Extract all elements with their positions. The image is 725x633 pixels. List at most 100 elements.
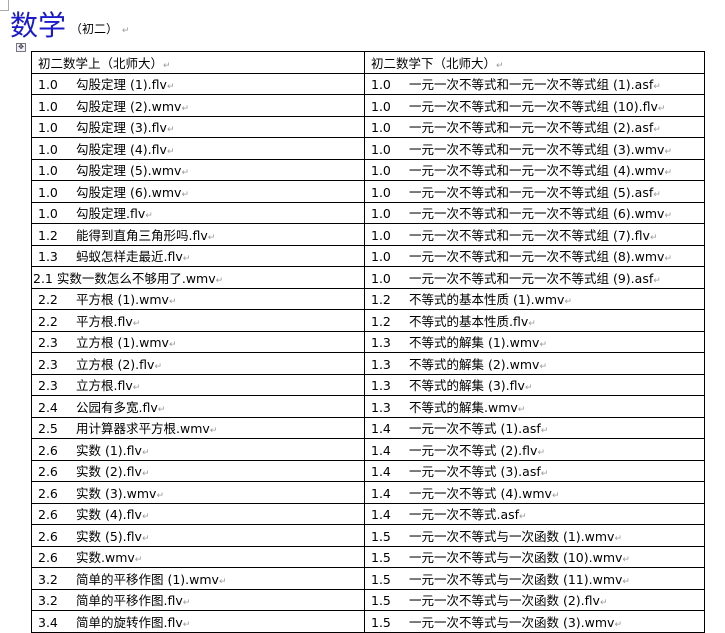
section-number: 1.0	[371, 249, 391, 265]
paragraph-mark: ↵	[614, 619, 622, 630]
table-row: 1.0 勾股定理 (4).flv↵ 1.0 一元一次不等式和一元一次不等式组 (3).…	[31, 137, 705, 160]
paragraph-mark: ↵	[664, 254, 672, 265]
cell-left: 1.0 勾股定理 (4).flv↵	[31, 137, 365, 160]
section-number: 1.0	[371, 206, 391, 222]
file-name: 一元一次不等式 (4).wmv	[409, 485, 552, 501]
section-number: 1.5	[371, 550, 391, 566]
file-name: 立方根.flv	[76, 378, 133, 394]
table-row: 1.0 勾股定理 (5).wmv↵ 1.0 一元一次不等式和一元一次不等式组 (4).…	[31, 158, 705, 181]
header-cell-left: 初二数学上（北师大）↵	[31, 51, 365, 74]
table-row: 2.2 平方根.flv↵ 1.2 不等式的基本性质.flv↵	[31, 309, 705, 332]
file-name: 一元一次不等式与一次函数 (3).wmv	[409, 614, 615, 630]
section-number: 2.3	[38, 378, 58, 394]
file-name: 一元一次不等式与一次函数 (11).wmv	[409, 571, 623, 587]
file-name: 不等式的解集 (3).flv	[409, 378, 525, 394]
page-heading: 数学 （初二） ↵	[10, 10, 129, 42]
table-row: 2.3 立方根 (2).flv↵ 1.3 不等式的解集 (2).wmv↵	[31, 352, 705, 375]
paragraph-mark: ↵	[524, 383, 533, 394]
section-number: 2.6	[38, 550, 58, 566]
section-number: 3.4	[38, 614, 58, 630]
cell-right: 1.3 不等式的解集 (2).wmv↵	[364, 352, 705, 375]
cell-left: 2.6 实数 (1).flv↵	[31, 438, 365, 461]
cell-left: 2.1 实数一数怎么不够用了.wmv↵	[31, 266, 365, 289]
cell-right: 1.0 一元一次不等式和一元一次不等式组 (5).asf↵	[364, 180, 705, 203]
section-number: 1.0	[371, 98, 391, 114]
file-name: 一元一次不等式和一元一次不等式组 (8).wmv	[409, 249, 665, 265]
paragraph-mark: ↵	[134, 555, 143, 566]
section-number: 3.2	[38, 571, 58, 587]
section-number: 1.5	[371, 571, 391, 587]
file-name: 一元一次不等式和一元一次不等式组 (1).asf	[409, 77, 654, 93]
file-name: 一元一次不等式 (2).flv	[409, 442, 538, 458]
section-number: 1.5	[371, 528, 391, 544]
section-number: 1.0	[38, 184, 58, 200]
file-name: 公园有多宽.flv	[76, 399, 158, 415]
cell-left: 1.3 蚂蚁怎样走最近.flv↵	[31, 244, 365, 267]
section-number: 1.4	[371, 507, 391, 523]
file-name: 一元一次不等式与一次函数 (10).wmv	[409, 550, 623, 566]
table-row: 2.6 实数 (3).wmv↵ 1.4 一元一次不等式 (4).wmv↵	[31, 481, 705, 504]
paragraph-mark: ↵	[166, 146, 175, 157]
page-subtitle: （初二） ↵	[70, 20, 129, 40]
paragraph-mark: ↵	[653, 189, 661, 200]
paragraph-mark: ↵	[121, 26, 130, 36]
file-name: 能得到直角三角形吗.flv	[76, 227, 208, 243]
table-row: 1.2 能得到直角三角形吗.flv↵ 1.0 一元一次不等式和一元一次不等式组 (7)…	[31, 223, 705, 246]
section-number: 2.6	[38, 442, 58, 458]
table-row: 3.4 简单的旋转作图.flv↵ 1.5 一元一次不等式与一次函数 (3).wmv↵	[31, 610, 705, 633]
paragraph-mark: ↵	[653, 275, 661, 286]
cell-right: 1.0 一元一次不等式和一元一次不等式组 (9).asf↵	[364, 266, 705, 289]
cell-left: 2.2 平方根 (1).wmv↵	[31, 287, 365, 310]
file-name: 一元一次不等式和一元一次不等式组 (5).asf	[409, 184, 654, 200]
file-name: 不等式的解集 (2).wmv	[409, 356, 540, 372]
table-row: 2.6 实数 (1).flv↵ 1.4 一元一次不等式 (2).flv↵	[31, 438, 705, 461]
file-name: 一元一次不等式和一元一次不等式组 (10).flv	[409, 98, 658, 114]
paragraph-mark: ↵	[156, 490, 164, 501]
cell-left: 2.6 实数 (2).flv↵	[31, 459, 365, 482]
cell-left: 1.2 能得到直角三角形吗.flv↵	[31, 223, 365, 246]
paragraph-mark: ↵	[657, 103, 666, 114]
file-name: 简单的旋转作图.flv	[76, 614, 183, 630]
file-name: 勾股定理 (1).flv	[76, 77, 167, 93]
table-move-handle-icon[interactable]: ✥	[16, 43, 26, 52]
cell-right: 1.2 不等式的基本性质.flv↵	[364, 309, 705, 332]
cell-right: 1.3 不等式的解集 (1).wmv↵	[364, 330, 705, 353]
file-name: 简单的平移作图 (1).wmv	[76, 571, 219, 587]
table-row: 1.3 蚂蚁怎样走最近.flv↵ 1.0 一元一次不等式和一元一次不等式组 (8).w…	[31, 244, 705, 267]
file-name: 一元一次不等式和一元一次不等式组 (7).flv	[409, 227, 650, 243]
page-title: 数学	[10, 9, 67, 42]
cell-right: 1.5 一元一次不等式与一次函数 (11).wmv↵	[364, 567, 705, 590]
paragraph-mark: ↵	[207, 232, 216, 243]
cell-left: 2.3 立方根 (2).flv↵	[31, 352, 365, 375]
section-number: 1.4	[371, 421, 391, 437]
file-name: 一元一次不等式.asf	[409, 507, 520, 523]
paragraph-mark: ↵	[517, 404, 526, 415]
cell-left: 2.3 立方根 (1).wmv↵	[31, 330, 365, 353]
file-name: 蚂蚁怎样走最近.flv	[76, 249, 183, 265]
cell-right: 1.3 不等式的解集.wmv↵	[364, 395, 705, 418]
section-number: 1.0	[38, 163, 58, 179]
video-file-table: 初二数学上（北师大）↵ 初二数学下（北师大）↵ 1.0 勾股定理 (1).flv↵…	[31, 51, 705, 633]
paragraph-mark: ↵	[528, 318, 536, 329]
paragraph-mark: ↵	[218, 576, 227, 587]
section-number: 1.0	[371, 77, 391, 93]
section-number: 1.0	[371, 227, 391, 243]
cell-right: 1.0 一元一次不等式和一元一次不等式组 (6).wmv↵	[364, 201, 705, 224]
paragraph-mark: ↵	[564, 297, 572, 308]
section-number: 1.0	[371, 184, 391, 200]
paragraph-mark: ↵	[215, 275, 224, 286]
cell-left: 2.5 用计算器求平方根.wmv↵	[31, 416, 365, 439]
paragraph-mark: ↵	[168, 340, 177, 351]
section-number: 1.0	[38, 141, 58, 157]
file-name: 一元一次不等式 (1).asf	[409, 421, 541, 437]
cell-left: 3.2 简单的平移作图 (1).wmv↵	[31, 567, 365, 590]
table-row: 1.0 勾股定理 (2).wmv↵ 1.0 一元一次不等式和一元一次不等式组 (10)…	[31, 94, 705, 117]
section-number: 1.4	[371, 485, 391, 501]
section-number: 3.2	[38, 593, 58, 609]
cell-right: 1.5 一元一次不等式与一次函数 (2).flv↵	[364, 588, 705, 611]
cell-right: 1.5 一元一次不等式与一次函数 (10).wmv↵	[364, 545, 705, 568]
cell-left: 2.2 平方根.flv↵	[31, 309, 365, 332]
table-row: 2.5 用计算器求平方根.wmv↵ 1.4 一元一次不等式 (1).asf↵	[31, 416, 705, 439]
table-row: 1.0 勾股定理.flv↵ 1.0 一元一次不等式和一元一次不等式组 (6).wmv↵	[31, 201, 705, 224]
section-number: 2.2	[38, 292, 58, 308]
